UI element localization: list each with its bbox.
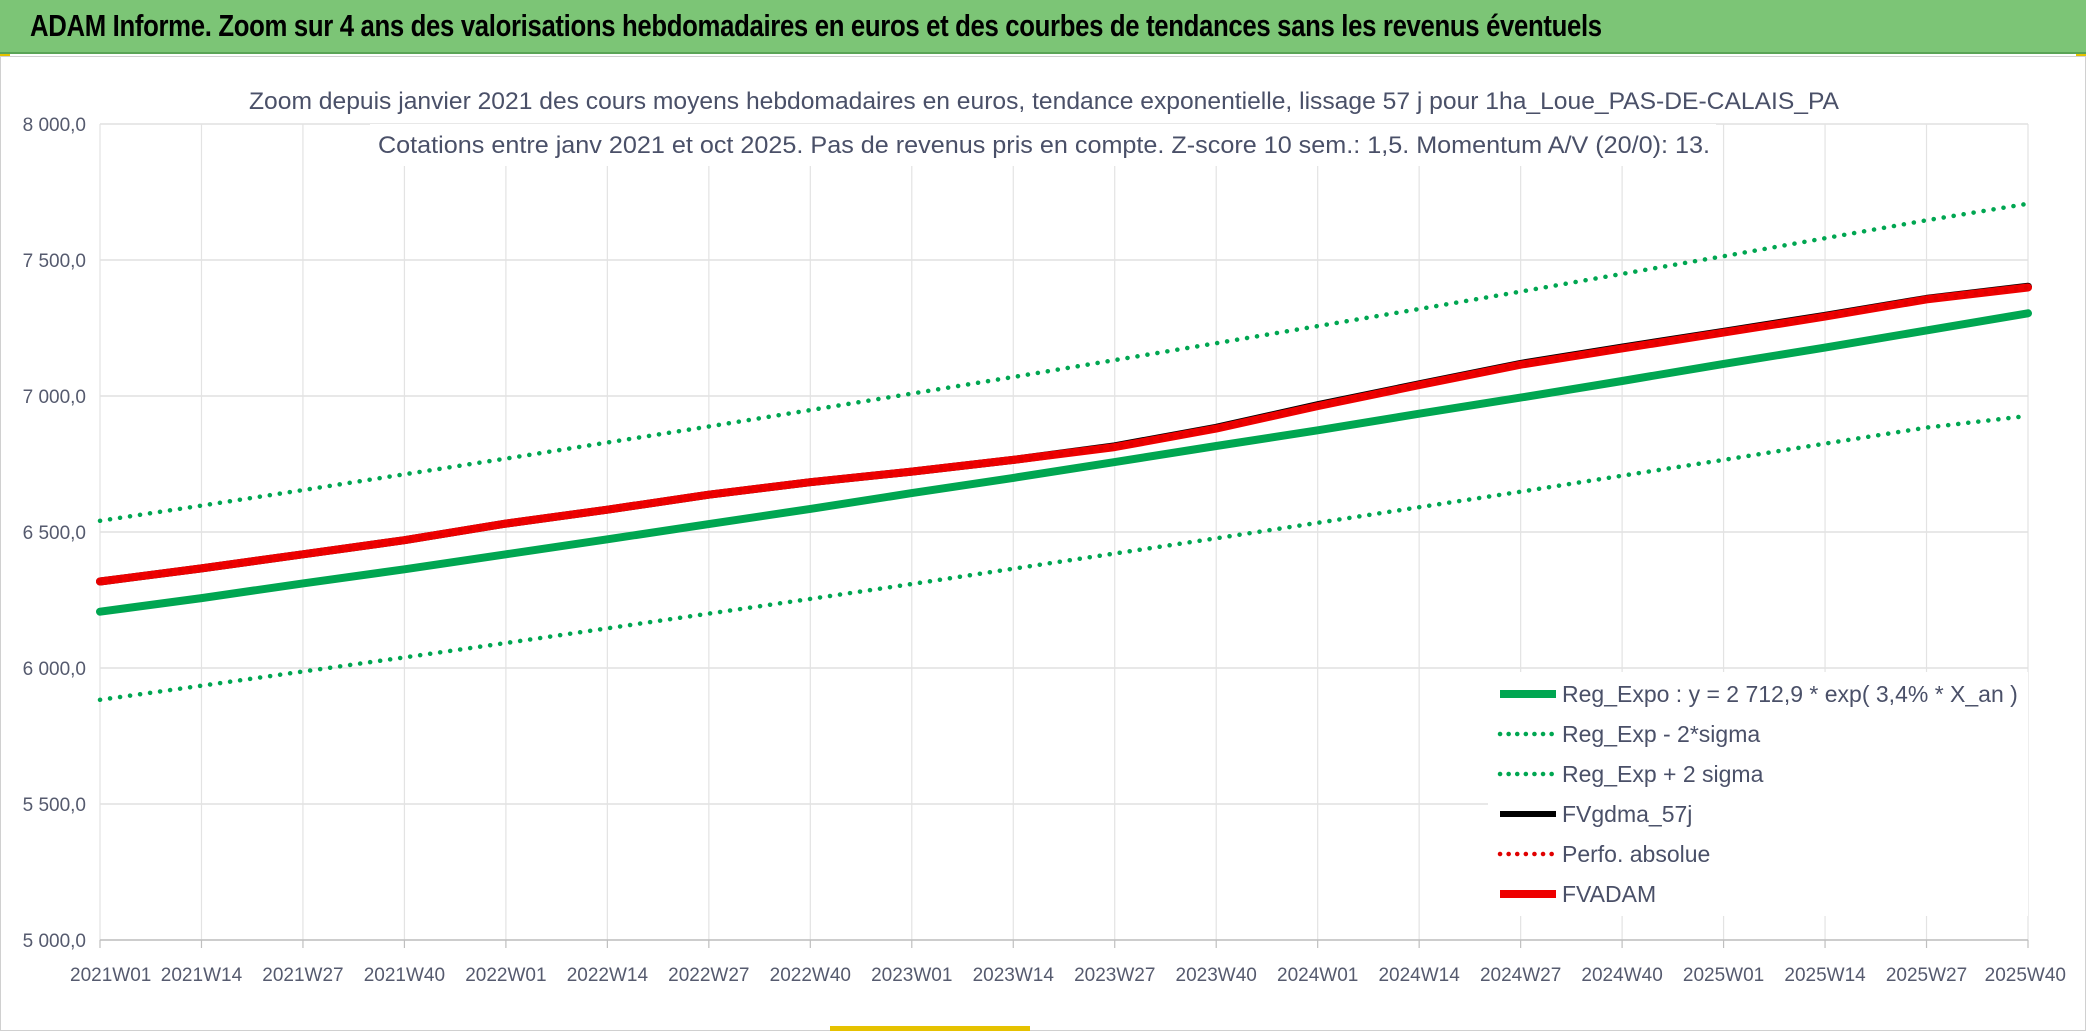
legend-label: FVgdma_57j (1562, 801, 1692, 827)
x-tick-label: 2021W01 (70, 965, 151, 986)
x-tick-label: 2024W40 (1581, 965, 1662, 986)
x-tick-label: 2022W27 (668, 965, 749, 986)
x-tick-label: 2024W14 (1378, 965, 1460, 986)
series-line-perfo (97, 285, 2031, 584)
x-tick-label: 2024W27 (1480, 965, 1561, 986)
x-tick-label: 2025W01 (1683, 965, 1764, 986)
report-banner: ADAM Informe. Zoom sur 4 ans des valoris… (0, 0, 2086, 54)
series-line-reg_exp (97, 413, 2031, 703)
x-tick-label: 2023W01 (871, 965, 952, 986)
y-tick-label: 8 000,0 (23, 115, 86, 136)
legend-label: Reg_Expo : y = 2 712,9 * exp( 3,4% * X_a… (1562, 681, 2018, 707)
legend-background (1488, 672, 2028, 916)
x-tick-label: 2023W40 (1176, 965, 1257, 986)
bottom-accent (830, 1026, 1030, 1031)
legend-label: Reg_Exp - 2*sigma (1562, 721, 1760, 747)
x-tick-label: 2024W01 (1277, 965, 1358, 986)
x-tick-label: 2021W27 (262, 965, 343, 986)
chart-title-line1: Zoom depuis janvier 2021 des cours moyen… (249, 88, 1839, 115)
y-tick-label: 6 000,0 (23, 659, 86, 680)
y-tick-label: 7 000,0 (23, 387, 86, 408)
series-line-reg_expo (96, 309, 2032, 616)
y-tick-label: 5 500,0 (23, 795, 86, 816)
series-line-fvadam (96, 283, 2032, 586)
x-tick-label: 2022W01 (465, 965, 546, 986)
chart-legend: Reg_Expo : y = 2 712,9 * exp( 3,4% * X_a… (1488, 672, 2028, 916)
x-tick-label: 2021W14 (161, 965, 243, 986)
legend-label: Perfo. absolue (1562, 841, 1710, 867)
x-tick-label: 2025W27 (1886, 965, 1967, 986)
x-tick-label: 2025W40 (1985, 965, 2066, 986)
x-tick-label: 2022W40 (770, 965, 851, 986)
x-tick-label: 2023W27 (1074, 965, 1155, 986)
legend-label: Reg_Exp + 2 sigma (1562, 761, 1764, 787)
y-tick-label: 6 500,0 (23, 523, 86, 544)
x-tick-label: 2025W14 (1784, 965, 1866, 986)
series-line-reg_exp (97, 201, 2031, 524)
legend-label: FVADAM (1562, 881, 1656, 907)
y-tick-label: 5 000,0 (23, 931, 86, 952)
x-tick-label: 2022W14 (567, 965, 649, 986)
report-title: ADAM Informe. Zoom sur 4 ans des valoris… (30, 8, 1602, 43)
chart-title-line2: Cotations entre janv 2021 et oct 2025. P… (378, 132, 1710, 159)
x-tick-label: 2023W14 (973, 965, 1055, 986)
y-tick-label: 7 500,0 (23, 251, 86, 272)
x-tick-label: 2021W40 (364, 965, 445, 986)
